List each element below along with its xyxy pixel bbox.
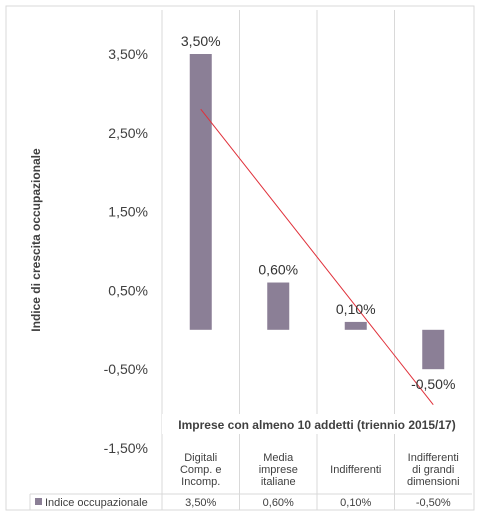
y-tick-label: -1,50% [104,440,148,456]
category-label-line: di grandi [412,464,454,476]
table-value: -0,50% [416,497,451,509]
category-label: Indifferenti di grandi dimensioni [407,452,460,488]
data-label: 0,60% [258,262,298,278]
y-axis-ticks: 3,50% 2,50% 1,50% 0,50% -0,50% -1,50% [104,46,148,456]
data-table: Indice occupazionale 3,50% 0,60% 0,10% -0,50… [29,493,472,511]
subtitle-background [162,414,472,434]
legend-key [35,498,42,505]
data-label: -0,50% [411,376,455,392]
data-label: 0,10% [336,301,376,317]
category-label-line: Indifferenti [330,464,381,476]
bar [422,329,445,370]
trendline-line [200,108,434,405]
y-axis-label: Indice di crescita occupazionale [29,148,43,332]
y-tick-label: 0,50% [108,282,148,298]
y-tick-label: 2,50% [108,125,148,141]
category-labels: Digitali Comp. e Incomp. Media imprese italia… [180,452,460,488]
category-label-line: Indifferenti [408,452,459,464]
category-label-line: Incomp. [181,476,220,488]
table-value: 0,60% [263,497,294,509]
legend-series-name: Indice occupazionale [45,497,148,509]
category-label-line: Comp. e [180,464,222,476]
category-label-line: Digitali [184,452,217,464]
bar [344,321,367,330]
category-label-line: Media [263,452,294,464]
y-tick-label: 3,50% [108,46,148,62]
bars [189,54,445,370]
table-value: 3,50% [185,497,216,509]
data-labels: 3,50% 0,60% 0,10% -0,50% [181,33,456,392]
bar [189,54,212,330]
trendline [200,108,434,405]
category-label: Digitali Comp. e Incomp. [180,452,222,488]
y-tick-label: 1,50% [108,204,148,220]
category-label: Media imprese italiane [259,452,298,488]
data-label: 3,50% [181,33,221,49]
category-label: Indifferenti [330,464,381,476]
chart-subtitle: Imprese con almeno 10 addetti (triennio … [178,418,455,432]
category-label-line: imprese [259,464,298,476]
bar [267,282,290,330]
table-value: 0,10% [340,497,371,509]
category-label-line: dimensioni [407,476,460,488]
category-label-line: italiane [261,476,296,488]
y-tick-label: -0,50% [104,361,148,377]
